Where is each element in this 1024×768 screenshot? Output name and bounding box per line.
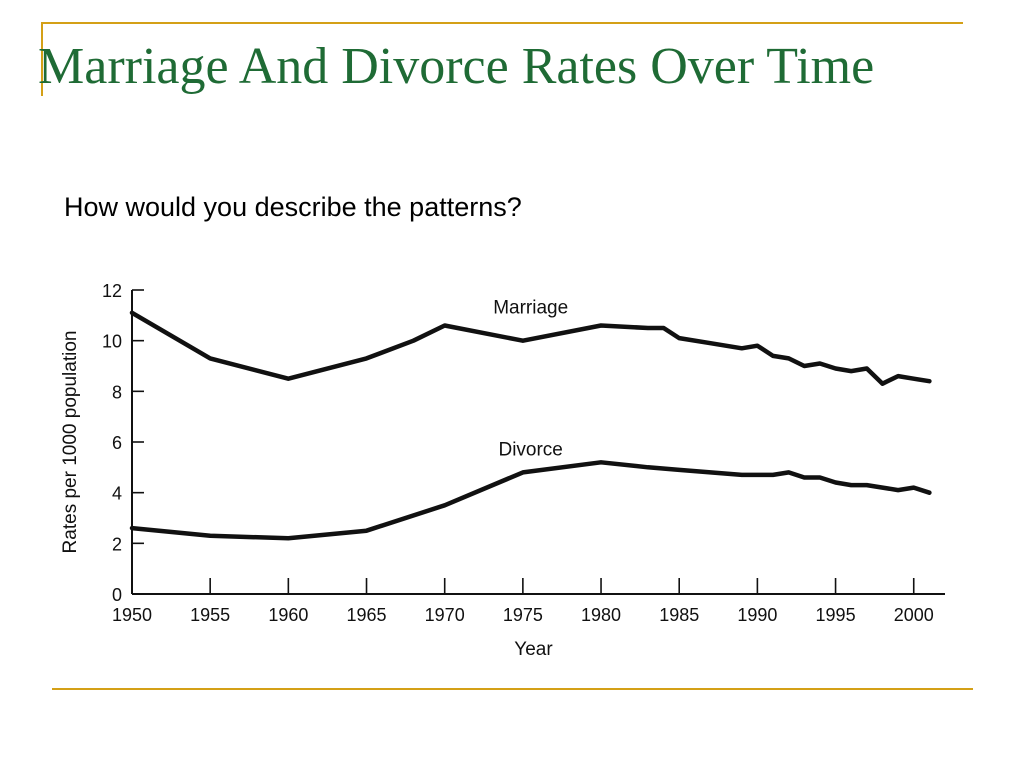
y-tick-label: 12 <box>102 281 122 301</box>
series-line-marriage <box>129 310 932 386</box>
x-tick-label: 1955 <box>190 605 230 625</box>
y-tick-label: 2 <box>112 534 122 554</box>
y-tick-label: 4 <box>112 484 122 504</box>
y-axis-title: Rates per 1000 population <box>60 331 81 554</box>
slide-question: How would you describe the patterns? <box>64 192 522 222</box>
title-accent-top-rule <box>41 22 963 24</box>
y-tick-label: 6 <box>112 433 122 453</box>
y-tick-label: 10 <box>102 332 122 352</box>
y-tick-label: 8 <box>112 382 122 402</box>
title-accent-vertical-rule <box>41 22 43 96</box>
x-tick-label: 2000 <box>894 605 934 625</box>
x-tick-label: 1960 <box>268 605 308 625</box>
series-line-divorce <box>129 460 932 541</box>
x-tick-label: 1980 <box>581 605 621 625</box>
x-tick-label: 1985 <box>659 605 699 625</box>
bottom-accent-rule <box>52 688 973 690</box>
x-tick-label: 1975 <box>503 605 543 625</box>
x-tick-label: 1990 <box>737 605 777 625</box>
series-label-marriage: Marriage <box>493 298 568 319</box>
y-tick-label: 0 <box>112 585 122 605</box>
x-tick-label: 1950 <box>112 605 152 625</box>
chart-series <box>129 310 932 541</box>
x-tick-label: 1965 <box>346 605 386 625</box>
series-label-divorce: Divorce <box>498 440 562 461</box>
slide-title: Marriage And Divorce Rates Over Time <box>38 38 875 95</box>
chart-labels: Marriage Divorce <box>493 298 568 461</box>
x-tick-label: 1995 <box>816 605 856 625</box>
x-axis-title: Year <box>514 639 553 660</box>
x-tick-label: 1970 <box>425 605 465 625</box>
chart-axes: 0 2 4 6 8 10 12 1950 1955 1960 1965 1970 1975 1980 198… <box>60 281 945 660</box>
